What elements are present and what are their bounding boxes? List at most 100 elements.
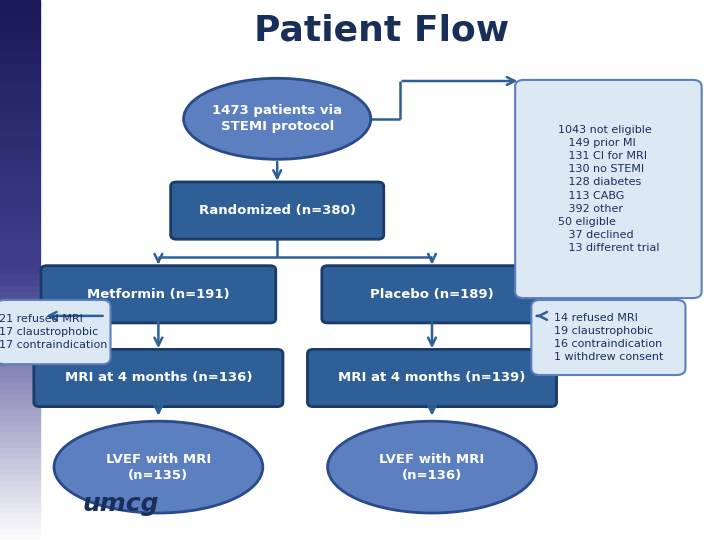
Bar xyxy=(0,81,40,86)
Bar xyxy=(0,524,40,529)
Bar xyxy=(0,167,40,173)
Ellipse shape xyxy=(184,78,371,159)
Bar xyxy=(0,497,40,502)
FancyBboxPatch shape xyxy=(0,300,111,364)
Bar xyxy=(0,119,40,124)
Bar xyxy=(0,70,40,76)
Bar xyxy=(0,508,40,513)
Bar xyxy=(0,194,40,200)
Bar xyxy=(0,103,40,108)
Bar xyxy=(0,340,40,346)
Bar xyxy=(0,38,40,43)
FancyBboxPatch shape xyxy=(322,266,542,323)
Bar xyxy=(0,416,40,421)
Bar xyxy=(0,378,40,383)
Bar xyxy=(0,394,40,400)
Bar xyxy=(0,281,40,286)
Bar xyxy=(0,292,40,297)
Bar xyxy=(0,43,40,49)
FancyBboxPatch shape xyxy=(34,349,283,407)
Text: Randomized (n=380): Randomized (n=380) xyxy=(199,204,356,217)
Bar xyxy=(0,373,40,378)
Bar xyxy=(0,265,40,270)
Bar xyxy=(0,464,40,470)
Bar xyxy=(0,65,40,70)
Text: 1043 not eligible
   149 prior MI
   131 CI for MRI
   130 no STEMI
   128 diabe: 1043 not eligible 149 prior MI 131 CI fo… xyxy=(558,125,659,253)
Bar xyxy=(0,356,40,362)
Bar xyxy=(0,243,40,248)
Bar xyxy=(0,178,40,184)
Bar xyxy=(0,518,40,524)
Bar xyxy=(0,486,40,491)
Bar xyxy=(0,254,40,259)
Bar xyxy=(0,324,40,329)
Bar xyxy=(0,286,40,292)
Bar xyxy=(0,59,40,65)
Bar xyxy=(0,54,40,59)
Bar xyxy=(0,410,40,416)
Bar xyxy=(0,362,40,367)
Text: Metformin (n=191): Metformin (n=191) xyxy=(87,288,230,301)
Bar xyxy=(0,297,40,302)
Bar xyxy=(0,124,40,130)
Bar xyxy=(0,227,40,232)
Bar xyxy=(0,421,40,427)
Bar xyxy=(0,92,40,97)
Bar xyxy=(0,184,40,189)
Text: Placebo (n=189): Placebo (n=189) xyxy=(370,288,494,301)
Bar xyxy=(0,130,40,135)
Bar xyxy=(0,535,40,540)
Bar xyxy=(0,205,40,211)
Text: LVEF with MRI
(n=136): LVEF with MRI (n=136) xyxy=(379,453,485,482)
Bar xyxy=(0,76,40,81)
Bar xyxy=(0,529,40,535)
Bar xyxy=(0,221,40,227)
Bar xyxy=(0,313,40,319)
Bar xyxy=(0,335,40,340)
Bar xyxy=(0,0,40,5)
Bar xyxy=(0,389,40,394)
FancyBboxPatch shape xyxy=(307,349,557,407)
Text: 14 refused MRI
19 claustrophobic
16 contraindication
1 withdrew consent: 14 refused MRI 19 claustrophobic 16 cont… xyxy=(554,313,663,362)
Bar xyxy=(0,11,40,16)
Bar xyxy=(0,427,40,432)
Bar xyxy=(0,151,40,157)
Bar xyxy=(0,400,40,405)
Bar xyxy=(0,140,40,146)
Bar xyxy=(0,216,40,221)
Bar xyxy=(0,405,40,410)
Bar xyxy=(0,162,40,167)
Bar xyxy=(0,259,40,265)
Bar xyxy=(0,437,40,443)
Ellipse shape xyxy=(54,421,263,513)
Bar xyxy=(0,443,40,448)
Bar xyxy=(0,22,40,27)
Bar xyxy=(0,135,40,140)
Bar xyxy=(0,173,40,178)
FancyBboxPatch shape xyxy=(531,300,685,375)
Bar xyxy=(0,157,40,162)
Bar xyxy=(0,5,40,11)
FancyBboxPatch shape xyxy=(41,266,276,323)
Bar xyxy=(0,329,40,335)
Bar xyxy=(0,248,40,254)
Bar xyxy=(0,86,40,92)
Text: 21 refused MRI
17 claustrophobic
17 contraindication: 21 refused MRI 17 claustrophobic 17 cont… xyxy=(0,314,107,350)
Bar xyxy=(0,232,40,238)
Bar xyxy=(0,481,40,486)
Bar xyxy=(0,49,40,54)
Bar xyxy=(0,513,40,518)
Bar xyxy=(0,432,40,437)
Bar xyxy=(0,319,40,324)
Bar xyxy=(0,27,40,32)
Bar xyxy=(0,351,40,356)
Bar xyxy=(0,97,40,103)
Bar xyxy=(0,308,40,313)
Bar xyxy=(0,200,40,205)
Ellipse shape xyxy=(328,421,536,513)
Bar xyxy=(0,346,40,351)
FancyBboxPatch shape xyxy=(171,182,384,239)
Bar xyxy=(0,270,40,275)
Bar xyxy=(0,238,40,243)
Text: LVEF with MRI
(n=135): LVEF with MRI (n=135) xyxy=(106,453,211,482)
